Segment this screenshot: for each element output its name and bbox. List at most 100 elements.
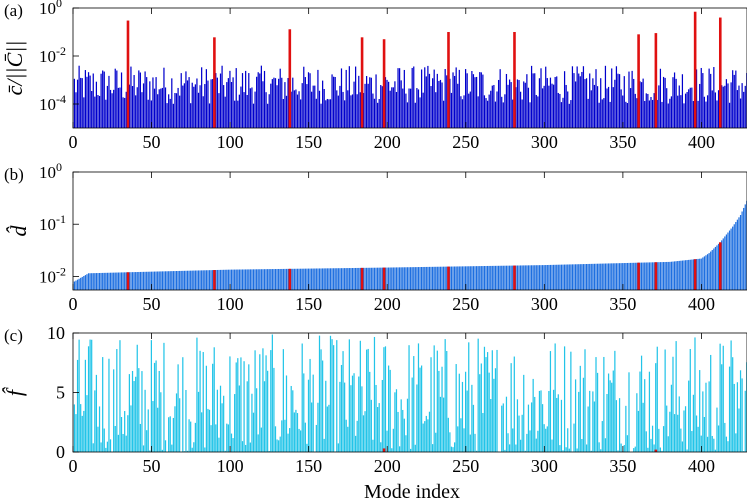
bar [246, 94, 248, 128]
y-tick-label: 10 [47, 323, 65, 343]
bar [263, 269, 266, 290]
bar [439, 396, 442, 452]
bar [444, 266, 446, 290]
bar [692, 394, 695, 452]
bar [287, 268, 289, 290]
bar [424, 421, 426, 452]
bar [113, 369, 115, 452]
bar [669, 261, 671, 290]
bar [551, 439, 553, 452]
bar [135, 272, 137, 290]
bar [306, 268, 308, 290]
highlighted-bar [126, 20, 130, 128]
bar [230, 82, 233, 128]
bar [100, 272, 102, 290]
bar [317, 268, 319, 290]
bar [397, 411, 399, 452]
bar [128, 84, 130, 128]
bar [601, 421, 603, 452]
bar [304, 268, 306, 290]
bar [527, 265, 530, 290]
bar [265, 355, 267, 452]
bar [659, 447, 662, 452]
bar [240, 86, 242, 128]
bar [160, 392, 162, 452]
bar [133, 272, 135, 290]
bar [295, 409, 297, 452]
bar [672, 356, 674, 452]
bar [351, 375, 354, 452]
bar [256, 388, 258, 452]
x-tick-label: 100 [217, 132, 244, 152]
bar [306, 84, 308, 128]
bar [78, 339, 80, 452]
y-tick-base: 10 [39, 267, 56, 286]
bar [142, 271, 145, 290]
bar [546, 78, 548, 128]
bar [215, 270, 217, 290]
bar [490, 90, 492, 128]
bar [207, 270, 209, 290]
bar [273, 367, 275, 452]
bar [502, 102, 504, 128]
bar [237, 269, 239, 290]
bar [320, 349, 322, 452]
bar [155, 271, 157, 290]
bar [223, 85, 225, 128]
bar [273, 269, 275, 290]
bar [491, 85, 493, 128]
bar [377, 407, 379, 452]
bar [386, 79, 388, 128]
highlighted-bar [382, 448, 386, 452]
bar [172, 271, 174, 290]
bar [644, 379, 646, 452]
bar [87, 346, 90, 452]
x-tick-label: 400 [688, 132, 715, 152]
bar [194, 422, 196, 452]
bar [248, 269, 250, 290]
bar [552, 389, 555, 452]
bar [243, 92, 245, 128]
bar [92, 73, 94, 128]
bar [95, 81, 98, 128]
bar [716, 407, 718, 452]
bar [402, 88, 404, 128]
bar [508, 79, 511, 128]
bar [743, 207, 745, 290]
bar [164, 271, 167, 290]
bar [628, 372, 630, 452]
bar [502, 265, 504, 290]
bar [505, 265, 508, 290]
bar [138, 368, 140, 452]
bar [554, 77, 556, 128]
bar [468, 342, 470, 452]
bar [298, 428, 300, 452]
bar [482, 266, 484, 290]
bar [164, 440, 167, 452]
bar [340, 364, 343, 452]
bar [262, 81, 264, 128]
bar [435, 92, 437, 128]
bar [526, 265, 528, 290]
bar [562, 264, 564, 290]
bar [479, 266, 481, 290]
bar [285, 375, 288, 452]
bar [460, 266, 462, 290]
bar [196, 78, 198, 128]
highlighted-bar [213, 270, 216, 290]
bar [691, 87, 693, 128]
bar [524, 265, 526, 290]
y-tick-label: 100 [39, 160, 62, 182]
bar [497, 79, 500, 128]
bar [684, 93, 687, 128]
bar [664, 349, 666, 452]
bar [455, 266, 457, 290]
bar [293, 412, 295, 452]
bar [573, 264, 575, 290]
bar [351, 268, 354, 290]
x-tick-label: 350 [609, 132, 636, 152]
bar [576, 448, 578, 452]
bar [182, 270, 184, 290]
bar [466, 266, 468, 290]
bar [197, 391, 200, 452]
